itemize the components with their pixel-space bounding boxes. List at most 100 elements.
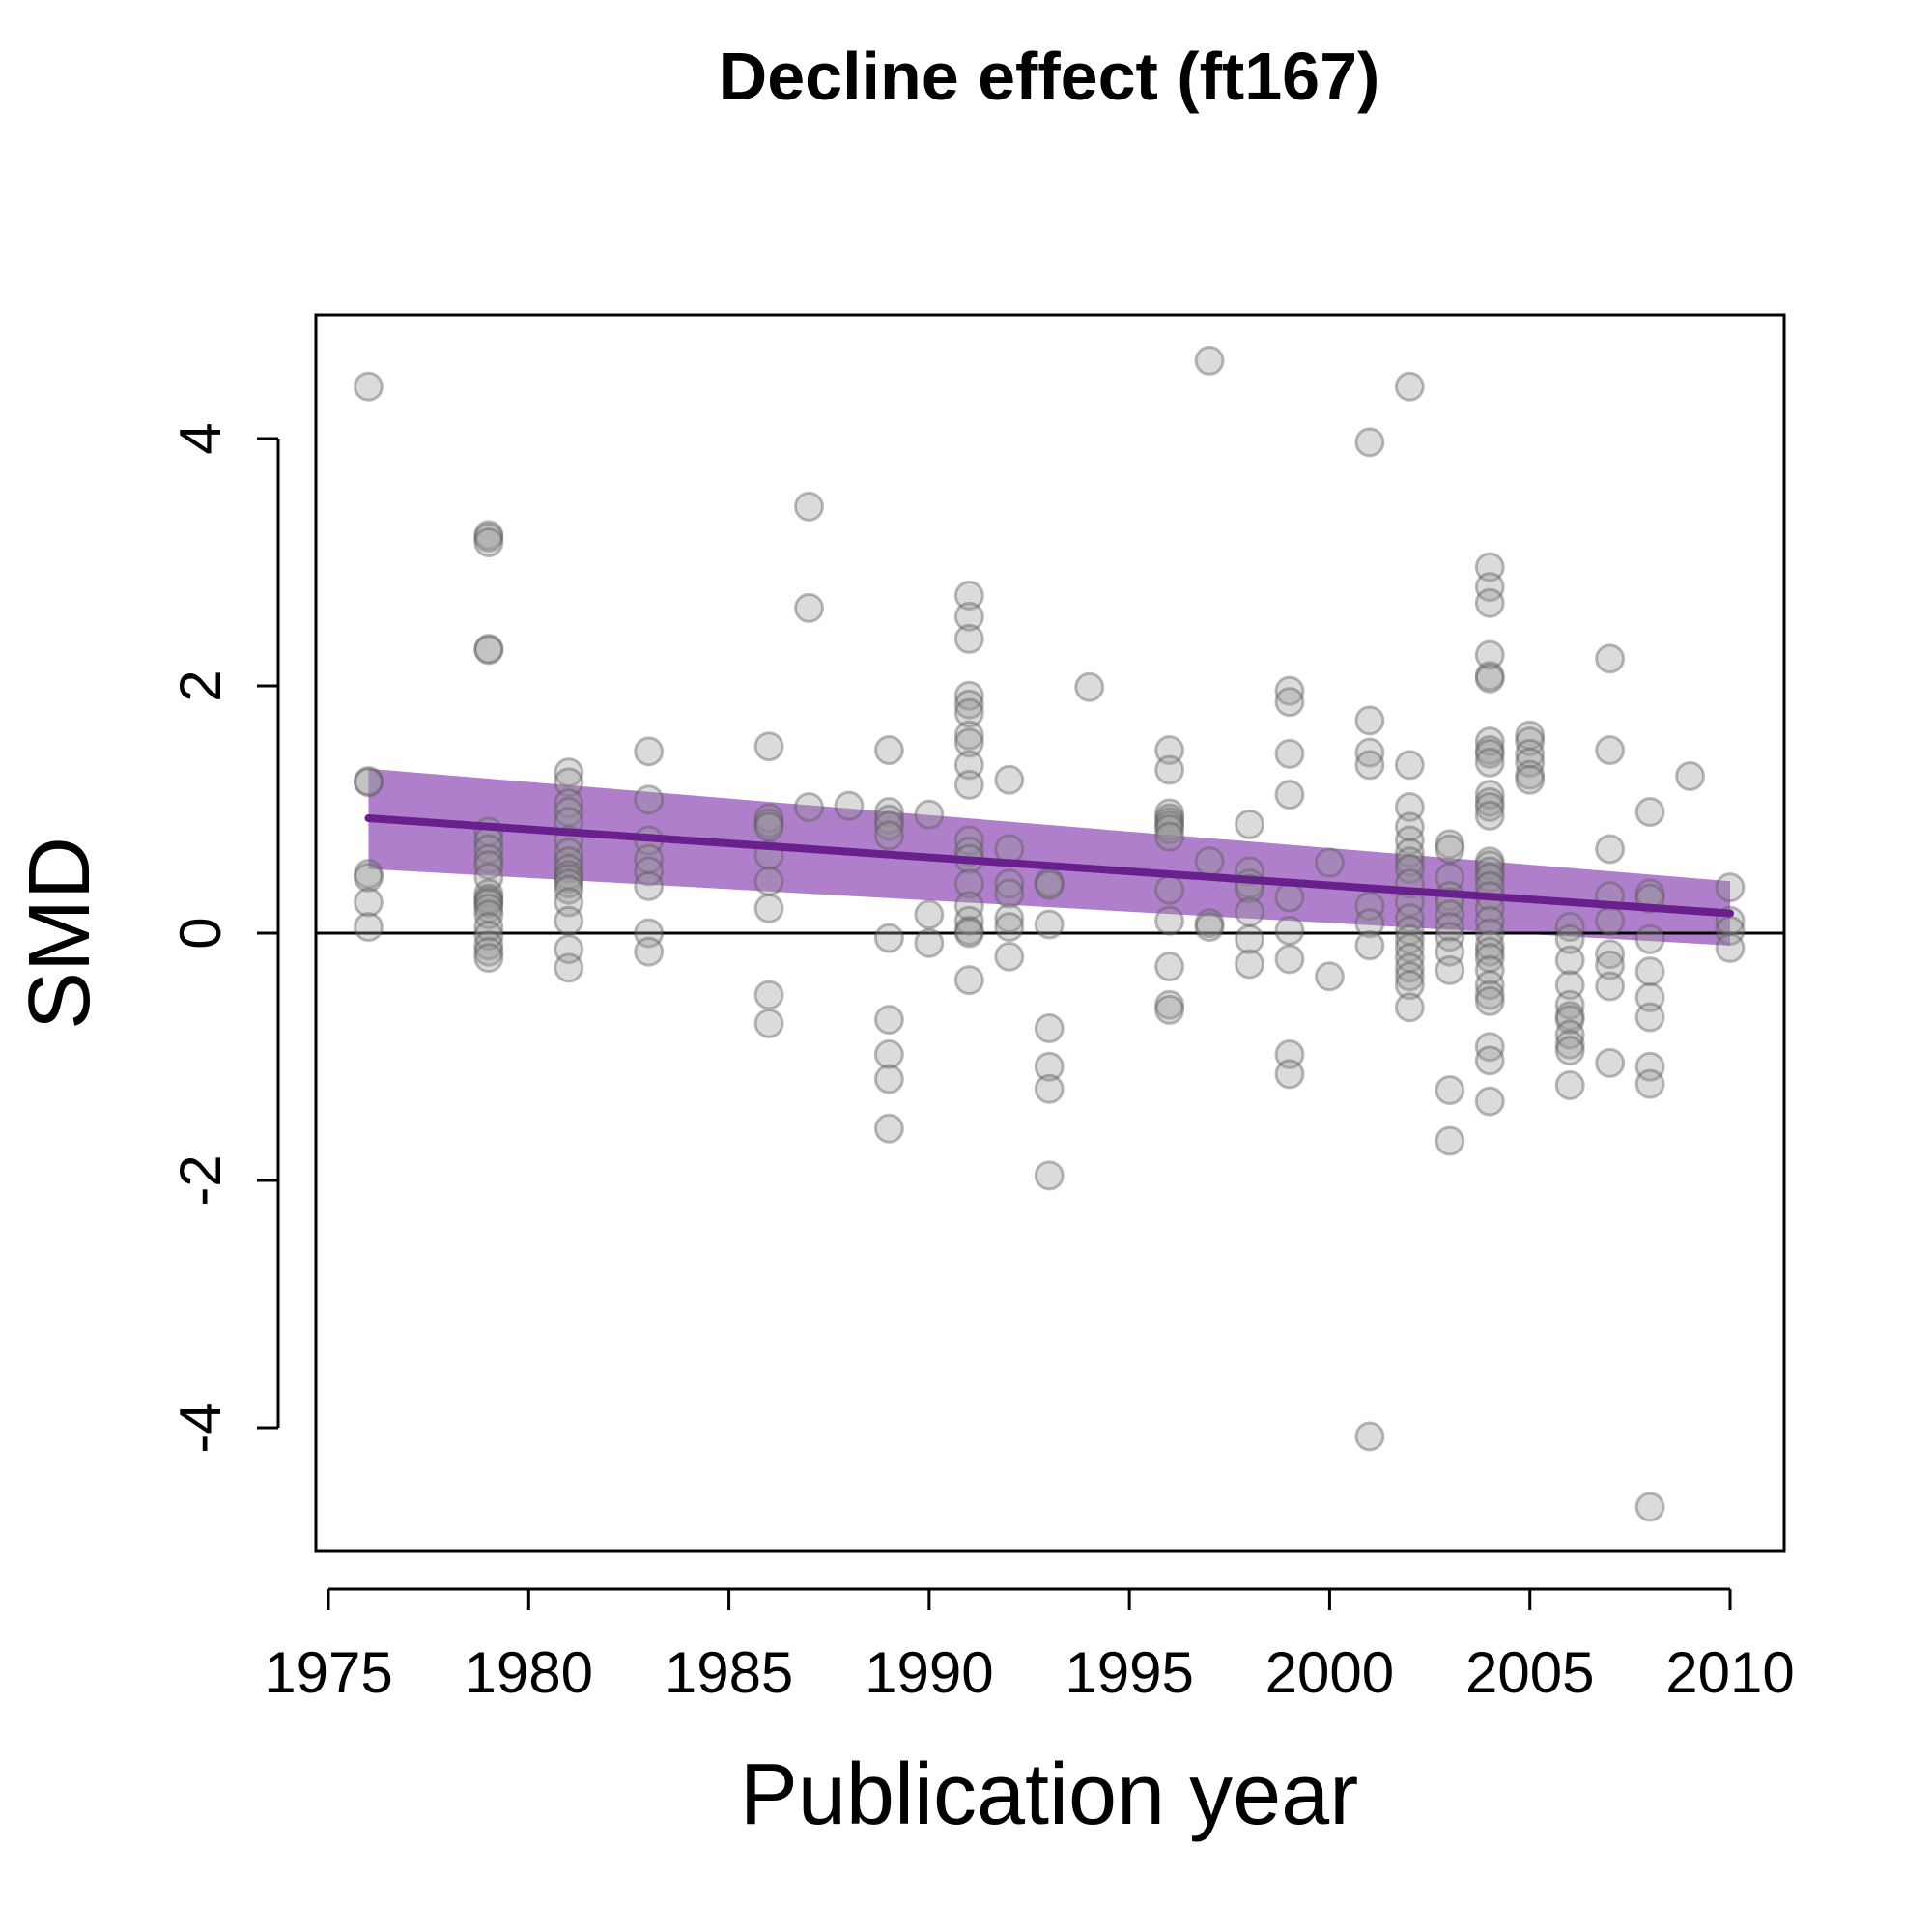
data-point <box>1474 936 1505 967</box>
data-point <box>1354 891 1385 922</box>
data-point <box>473 888 504 919</box>
data-point <box>1235 923 1265 954</box>
data-point <box>473 850 504 881</box>
data-point <box>473 930 504 961</box>
data-point <box>1394 838 1425 868</box>
data-point <box>634 736 665 767</box>
y-tick-label: 0 <box>168 917 233 949</box>
data-point <box>953 868 984 899</box>
data-point <box>554 887 584 918</box>
data-point <box>1314 847 1345 878</box>
data-point <box>1474 1086 1505 1117</box>
data-point <box>1034 1013 1065 1044</box>
data-point <box>1474 954 1505 985</box>
data-point <box>1194 908 1225 939</box>
data-point <box>1435 922 1465 952</box>
data-point <box>1474 1032 1505 1063</box>
data-point <box>1154 874 1185 905</box>
data-point <box>1474 791 1505 822</box>
data-point <box>1394 970 1425 1001</box>
data-point <box>1634 982 1665 1013</box>
data-point <box>953 720 984 751</box>
data-point <box>873 820 904 851</box>
data-point <box>473 936 504 967</box>
data-point <box>953 905 984 936</box>
data-point <box>1554 989 1585 1020</box>
data-point <box>1394 943 1425 974</box>
data-point <box>873 804 904 835</box>
data-point <box>1554 1005 1585 1036</box>
data-point <box>1634 1068 1665 1099</box>
data-point <box>473 522 504 553</box>
data-point <box>1435 834 1465 865</box>
data-point <box>473 886 504 917</box>
data-point <box>1154 994 1185 1025</box>
data-point <box>1554 1029 1585 1060</box>
data-point <box>873 923 904 953</box>
x-axis: 1975 1980 1985 1990 1995 2000 2005 2010 <box>264 1587 1795 1705</box>
data-point <box>1394 992 1425 1023</box>
data-point <box>1554 1069 1585 1100</box>
data-point <box>1474 587 1505 618</box>
data-point <box>1474 985 1505 1016</box>
data-point <box>1034 869 1065 900</box>
data-point <box>473 634 504 665</box>
data-point <box>1554 923 1585 954</box>
y-tick-label: -4 <box>168 1402 233 1453</box>
data-point <box>1394 825 1425 856</box>
data-point <box>1354 705 1385 736</box>
data-point <box>554 860 584 891</box>
data-point <box>1394 932 1425 963</box>
data-point <box>353 766 384 797</box>
data-point <box>1274 1038 1305 1069</box>
data-point <box>1595 735 1626 766</box>
data-point <box>1435 936 1465 967</box>
data-point <box>1034 1073 1065 1104</box>
data-point <box>953 623 984 654</box>
data-point <box>1634 923 1665 954</box>
data-point <box>1715 932 1746 963</box>
data-point <box>1154 807 1185 838</box>
data-point <box>554 846 584 877</box>
x-tick-label: 1975 <box>264 1640 392 1705</box>
data-point <box>1595 950 1626 980</box>
data-point <box>753 811 784 842</box>
data-point <box>1274 780 1305 810</box>
data-point <box>953 727 984 758</box>
y-tick-label: -2 <box>168 1154 233 1206</box>
data-point <box>953 918 984 949</box>
confidence-band <box>368 768 1730 946</box>
data-point <box>1474 726 1505 757</box>
data-point <box>1474 1045 1505 1076</box>
plot-frame <box>314 313 1786 1553</box>
data-point <box>873 735 904 766</box>
data-point <box>1474 850 1505 881</box>
data-point <box>1154 810 1185 841</box>
data-point <box>1235 809 1265 839</box>
data-point <box>353 371 384 402</box>
data-point <box>1515 726 1546 757</box>
data-point <box>1595 1047 1626 1078</box>
data-point <box>1354 1421 1385 1452</box>
data-point <box>1394 791 1425 822</box>
data-point <box>1034 909 1065 940</box>
data-point <box>554 853 584 884</box>
data-point <box>1554 945 1585 976</box>
data-point <box>1274 687 1305 718</box>
y-tick-label: 2 <box>168 669 233 701</box>
data-point <box>1474 639 1505 670</box>
data-point <box>994 941 1025 972</box>
chart-title: Decline effect (ft167) <box>719 39 1380 114</box>
data-point <box>1074 671 1105 702</box>
data-point <box>1515 747 1546 778</box>
data-point <box>634 870 665 901</box>
data-point <box>953 680 984 711</box>
data-point <box>554 868 584 899</box>
data-point <box>1474 980 1505 1010</box>
data-point <box>554 864 584 895</box>
data-point <box>1474 747 1505 778</box>
data-point <box>1194 912 1225 943</box>
data-point <box>994 912 1025 943</box>
data-point <box>473 527 504 558</box>
data-point <box>1474 786 1505 817</box>
